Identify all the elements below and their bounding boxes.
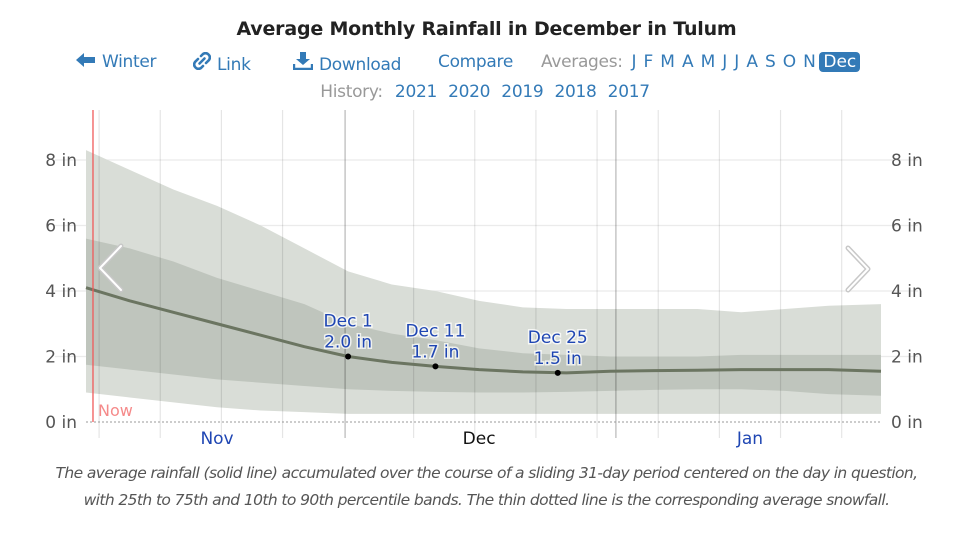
y-tick-label-right: 2 in: [891, 348, 923, 368]
next-chevron-icon[interactable]: [845, 245, 871, 293]
month-aug[interactable]: A: [746, 52, 758, 72]
link-label: Link: [217, 55, 251, 75]
download-label: Download: [319, 55, 402, 75]
winter-label: Winter: [102, 52, 157, 72]
y-tick-label-left: 6 in: [45, 217, 77, 237]
compare-link[interactable]: Compare: [438, 52, 514, 72]
x-month-label: Dec: [463, 429, 496, 449]
previous-chevron-inner: [99, 245, 122, 291]
averages-label: Averages:: [541, 52, 623, 72]
month-apr[interactable]: A: [681, 52, 694, 72]
link-icon: [192, 51, 212, 75]
rainfall-chart: Now 0 in 0 in 2 in 2 in 4 in 4 in 6 in 6 in 8 in…: [45, 110, 923, 449]
x-month-label[interactable]: Nov: [200, 429, 233, 449]
month-mar[interactable]: M: [660, 52, 675, 72]
annotation-value-label: 1.7 in: [411, 342, 459, 362]
winter-back-link[interactable]: Winter: [76, 52, 157, 72]
history-year-2021[interactable]: 2021: [394, 82, 437, 102]
y-tick-label-right: 6 in: [891, 217, 923, 237]
arrow-left-icon: [76, 52, 96, 72]
history-year-2018[interactable]: 2018: [554, 82, 597, 102]
y-tick-label-left: 2 in: [45, 348, 77, 368]
annotation-point: [554, 369, 561, 376]
download-button[interactable]: Download: [292, 52, 402, 75]
band-25-75-percentile: [86, 238, 881, 396]
history-year-2017[interactable]: 2017: [607, 82, 650, 102]
download-icon: [292, 52, 314, 75]
month-feb[interactable]: F: [643, 52, 654, 72]
y-tick-label-right: 8 in: [891, 151, 923, 171]
annotation-date-label: Dec 11: [405, 321, 465, 341]
annotation-date-label: Dec 1: [324, 312, 373, 332]
link-button[interactable]: Link: [192, 51, 251, 75]
month-nov[interactable]: N: [803, 52, 816, 72]
y-tick-label-right: 0 in: [891, 413, 923, 433]
next-chevron-inner: [847, 247, 869, 291]
x-month-label[interactable]: Jan: [736, 429, 763, 449]
history-label: History:: [320, 82, 383, 102]
month-selector: J F M A M J J A S O N Dec: [628, 52, 861, 72]
annotations: Dec 12.0 in Dec 111.7 in Dec 251.5 in: [322, 310, 589, 376]
annotation-point: [345, 353, 352, 360]
month-jan[interactable]: J: [631, 52, 637, 72]
navigation: [97, 243, 871, 293]
now-label: Now: [98, 401, 133, 420]
percentile-bands: [86, 150, 881, 414]
history-bar: History: 2021 2020 2019 2018 2017: [0, 82, 973, 102]
annotation-value-label: 2.0 in: [324, 333, 372, 353]
month-dec-active[interactable]: Dec: [819, 52, 861, 72]
month-jun[interactable]: J: [722, 52, 728, 72]
y-tick-label-right: 4 in: [891, 282, 923, 302]
mean-line-layer: Now: [85, 110, 882, 423]
y-tick-label-left: 0 in: [45, 413, 77, 433]
y-tick-label-left: 8 in: [45, 151, 77, 171]
month-sep[interactable]: S: [764, 52, 776, 72]
history-year-2020[interactable]: 2020: [448, 82, 491, 102]
y-tick-label-left: 4 in: [45, 282, 77, 302]
annotation-date-label: Dec 25: [528, 328, 588, 348]
month-jul[interactable]: J: [734, 52, 740, 72]
annotation-value-label: 1.5 in: [534, 349, 582, 369]
vertical-gridlines: [98, 110, 843, 438]
chart-title: Average Monthly Rainfall in December in …: [236, 18, 737, 40]
axes: 0 in 0 in 2 in 2 in 4 in 4 in 6 in 6 in 8 in 8 in…: [45, 151, 922, 449]
average-rainfall-line: [85, 286, 882, 375]
month-may[interactable]: M: [700, 52, 716, 72]
month-oct[interactable]: O: [782, 52, 797, 72]
chart-caption: The average rainfall (solid line) accumu…: [55, 464, 919, 509]
annotation-point: [432, 363, 439, 370]
history-year-2019[interactable]: 2019: [501, 82, 544, 102]
toolbar: Winter Link Download Compare Averages: J…: [0, 51, 973, 76]
